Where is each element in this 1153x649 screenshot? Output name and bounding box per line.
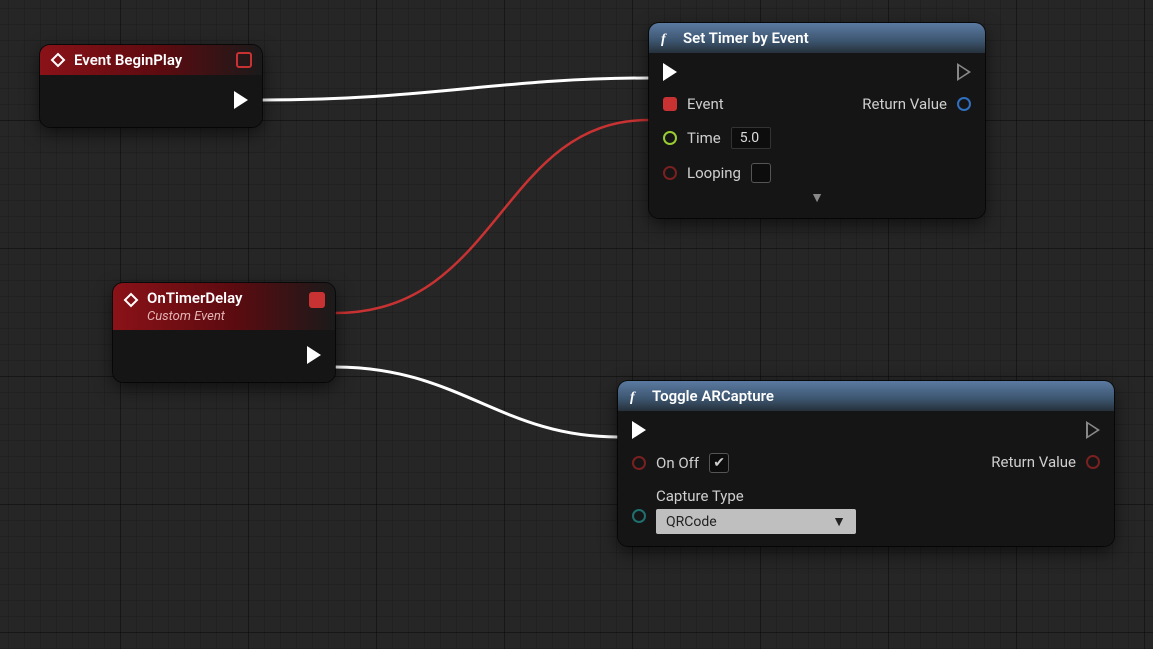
node-subtitle: Custom Event [147, 309, 309, 324]
svg-text:f: f [661, 32, 667, 46]
input-event-label: Event [687, 95, 724, 113]
looping-pin-icon [663, 166, 677, 180]
dropdown-value: QRCode [666, 514, 717, 530]
exec-output-pin[interactable] [307, 346, 321, 364]
function-icon: f [659, 30, 675, 46]
svg-text:f: f [630, 390, 636, 404]
node-header: OnTimerDelay Custom Event [113, 283, 335, 330]
node-body: On Off ✔ Capture Type QRCode ▼ [618, 411, 1114, 546]
input-looping-checkbox[interactable] [751, 163, 771, 183]
return-pin-icon [1086, 455, 1100, 469]
node-event-beginplay[interactable]: Event BeginPlay [40, 45, 262, 127]
event-icon [123, 292, 139, 308]
exec-output-pin[interactable] [862, 63, 971, 81]
time-pin-icon [663, 131, 677, 145]
delegate-output-pin[interactable] [309, 292, 325, 308]
node-title-wrap: OnTimerDelay Custom Event [147, 289, 309, 324]
event-icon [50, 52, 66, 68]
node-title: OnTimerDelay [147, 289, 242, 307]
wire-exec-beginplay-settimer [262, 78, 649, 100]
capturetype-pin-icon [632, 509, 646, 523]
input-onoff[interactable]: On Off ✔ [632, 453, 856, 473]
output-return[interactable]: Return Value [862, 95, 971, 113]
event-pin-icon [663, 97, 677, 111]
input-onoff-checkbox[interactable]: ✔ [709, 453, 729, 473]
node-title: Toggle ARCapture [652, 387, 1104, 405]
wire-exec-ontimer-togglear [335, 367, 618, 437]
output-return[interactable]: Return Value [991, 453, 1100, 471]
input-looping[interactable]: Looping [663, 163, 771, 183]
node-event-ontimerdelay[interactable]: OnTimerDelay Custom Event [113, 283, 335, 382]
chevron-down-icon: ▼ [832, 513, 846, 530]
node-header: f Set Timer by Event [649, 23, 985, 53]
exec-input-pin[interactable] [632, 421, 856, 439]
input-capturetype[interactable]: Capture Type QRCode ▼ [632, 487, 856, 534]
node-func-togglearcapture[interactable]: f Toggle ARCapture On Off ✔ Capture Type [618, 381, 1114, 546]
node-body: Event Time 5.0 Looping Return [649, 53, 985, 218]
exec-input-pin[interactable] [663, 63, 771, 81]
node-header: Event BeginPlay [40, 45, 262, 75]
input-time[interactable]: Time 5.0 [663, 127, 771, 149]
expand-toggle[interactable]: ▼ [663, 183, 971, 206]
node-header: f Toggle ARCapture [618, 381, 1114, 411]
input-event[interactable]: Event [663, 95, 771, 113]
exec-output-pin[interactable] [234, 91, 248, 109]
node-title: Event BeginPlay [74, 51, 236, 69]
input-onoff-label: On Off [656, 454, 699, 472]
input-capturetype-label: Capture Type [656, 487, 856, 505]
onoff-pin-icon [632, 456, 646, 470]
node-body [113, 330, 335, 382]
wire-delegate-ontimer-settimer [335, 120, 649, 313]
node-title: Set Timer by Event [683, 29, 975, 47]
delegate-output-pin[interactable] [236, 52, 252, 68]
exec-output-pin[interactable] [991, 421, 1100, 439]
node-func-settimer[interactable]: f Set Timer by Event Event Time 5.0 [649, 23, 985, 218]
input-capturetype-dropdown[interactable]: QRCode ▼ [656, 509, 856, 534]
input-time-value[interactable]: 5.0 [731, 127, 771, 149]
input-time-label: Time [687, 129, 721, 147]
node-body [40, 75, 262, 127]
output-return-label: Return Value [862, 95, 947, 113]
function-icon: f [628, 388, 644, 404]
return-pin-icon [957, 97, 971, 111]
output-return-label: Return Value [991, 453, 1076, 471]
input-looping-label: Looping [687, 164, 741, 182]
